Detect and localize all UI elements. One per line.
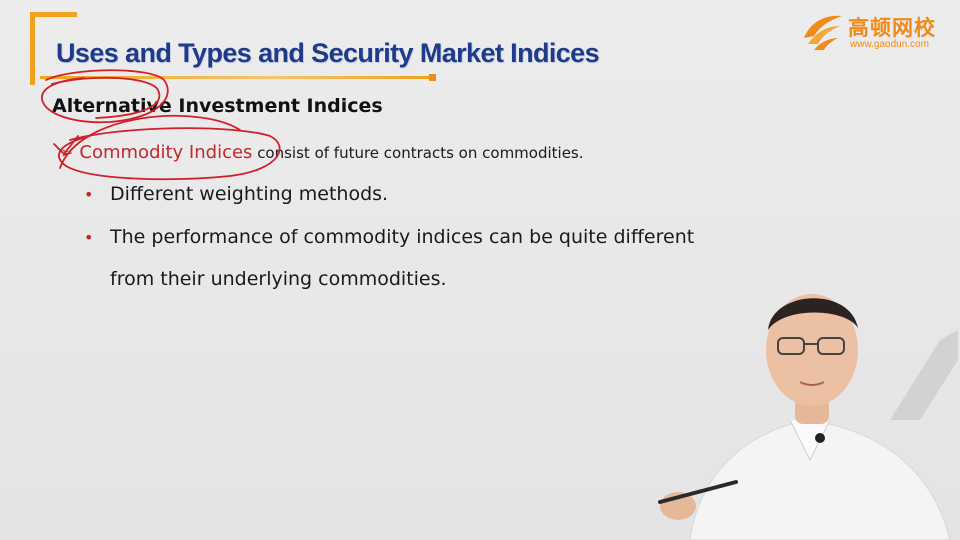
bullet-continuation: from their underlying commodities. [110, 268, 447, 290]
bullet-text: Different weighting methods. [110, 183, 389, 205]
bullet-item: • The performance of commodity indices ca… [84, 226, 694, 248]
bullet-dot-icon: • [84, 228, 94, 247]
arrow-bullet-icon: ➢ [60, 143, 74, 162]
bullet-text: The performance of commodity indices can… [110, 226, 695, 248]
title-frame-corner [30, 12, 77, 85]
title-underline [40, 74, 436, 81]
bullet-item: • Different weighting methods. [84, 183, 388, 205]
lead-keyword: Commodity Indices [79, 142, 253, 163]
lead-point: ➢ Commodity Indices consist of future con… [60, 142, 584, 163]
lead-text: consist of future contracts on commoditi… [252, 144, 584, 162]
background-arrow-graphic [890, 330, 958, 420]
bullet-dot-icon: • [84, 185, 94, 204]
gaodun-wing-icon [804, 15, 842, 50]
gaodun-logo: 高顿网校 www.gaodun.com [800, 6, 950, 56]
logo-url: www.gaodun.com [850, 39, 929, 50]
slide-title: Uses and Types and Security Market Indic… [56, 38, 600, 68]
presenter-video [658, 294, 951, 540]
section-heading: Alternative Investment Indices [52, 95, 383, 117]
logo-chinese-name: 高顿网校 [848, 16, 936, 40]
